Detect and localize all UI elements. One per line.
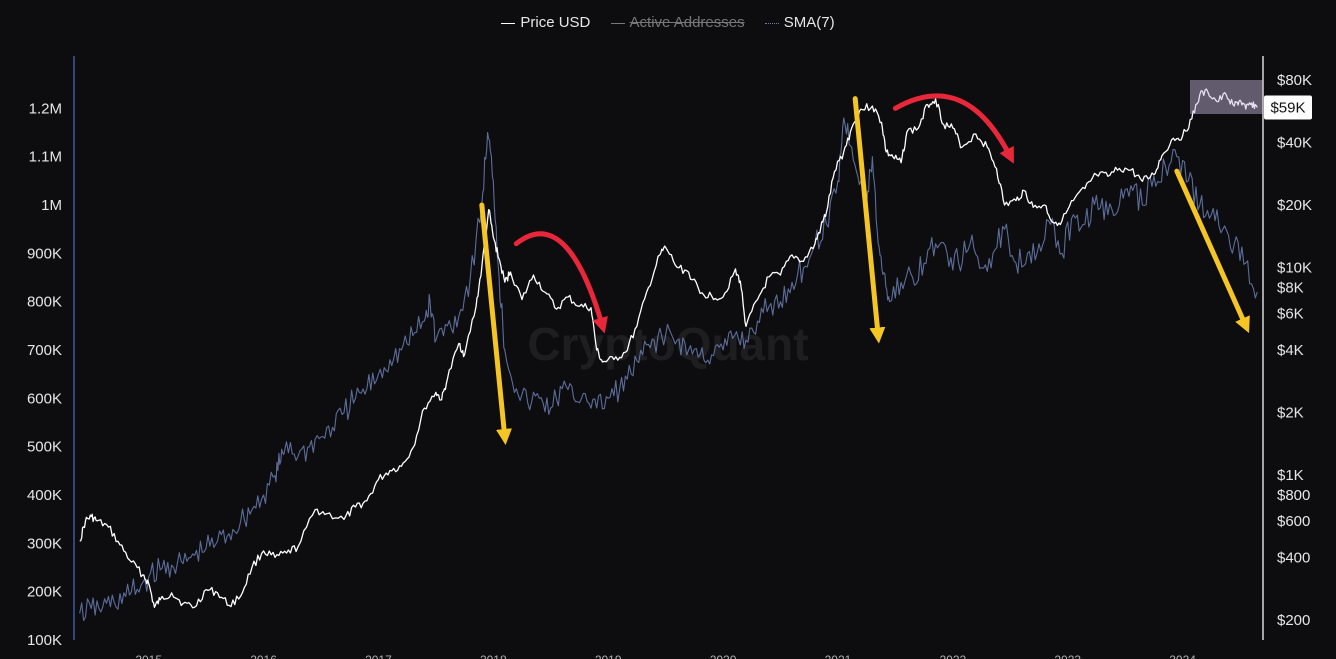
- x-tick-label: 2018: [480, 653, 507, 659]
- x-tick-label: 2021: [825, 653, 852, 659]
- red-curved-arrow-annotation: [892, 93, 1014, 164]
- left-tick-label: 400K: [27, 487, 62, 504]
- left-tick-label: 600K: [27, 390, 62, 407]
- left-tick-label: 300K: [27, 535, 62, 552]
- left-tick-label: 1.1M: [29, 149, 62, 166]
- legend-label-price: Price USD: [520, 14, 591, 31]
- right-tick-label: $200: [1277, 612, 1310, 629]
- x-tick-label: 2020: [710, 653, 737, 659]
- legend-label-sma: SMA(7): [783, 14, 835, 31]
- left-tick-label: 800K: [27, 294, 62, 311]
- right-tick-label: $6K: [1277, 305, 1304, 322]
- left-tick-label: 100K: [27, 632, 62, 649]
- right-tick-label: $1K: [1277, 467, 1304, 484]
- price-series-line: [79, 88, 1258, 609]
- yellow-arrow-annotation: [479, 202, 512, 445]
- x-tick-label: 2017: [365, 653, 392, 659]
- legend-swatch-sma: [764, 22, 779, 24]
- right-tick-label: $600: [1277, 513, 1310, 530]
- x-tick-label: 2015: [135, 653, 162, 659]
- right-tick-label: $800: [1277, 487, 1310, 504]
- legend-swatch-active-addresses: [610, 22, 625, 24]
- latest-price-highlight: [1190, 80, 1263, 114]
- left-tick-label: 700K: [27, 342, 62, 359]
- x-tick-label: 2016: [250, 653, 277, 659]
- x-tick-label: 2024: [1169, 653, 1196, 659]
- right-tick-label: $4K: [1277, 342, 1304, 359]
- left-tick-label: 1M: [41, 197, 62, 214]
- right-tick-label: $80K: [1277, 72, 1312, 89]
- x-tick-label: 2022: [939, 653, 966, 659]
- sma-series-line: [79, 117, 1258, 622]
- x-tick-label: 2023: [1054, 653, 1081, 659]
- x-tick-label: 2019: [595, 653, 622, 659]
- red-curved-arrow-annotation: [513, 231, 608, 334]
- legend-swatch-price: [501, 22, 516, 24]
- left-tick-label: 1.2M: [29, 100, 62, 117]
- legend-item-sma[interactable]: SMA(7): [764, 14, 835, 31]
- right-tick-label: $10K: [1277, 259, 1312, 276]
- price-badge: [1264, 95, 1312, 120]
- right-tick-label: $2K: [1277, 404, 1304, 421]
- right-tick-label: $20K: [1277, 197, 1312, 214]
- right-tick-label: $8K: [1277, 280, 1304, 297]
- right-tick-label: $40K: [1277, 135, 1312, 152]
- right-tick-label: $400: [1277, 549, 1310, 566]
- chart-legend: Price USD Active Addresses SMA(7): [0, 14, 1336, 31]
- legend-item-active-addresses[interactable]: Active Addresses: [610, 14, 745, 31]
- legend-label-active-addresses: Active Addresses: [629, 14, 745, 31]
- yellow-arrow-annotation: [1174, 168, 1250, 334]
- price-badge-label: $59K: [1270, 100, 1305, 117]
- left-tick-label: 200K: [27, 584, 62, 601]
- left-tick-label: 900K: [27, 245, 62, 262]
- yellow-arrow-annotation: [852, 96, 886, 344]
- legend-item-price[interactable]: Price USD: [501, 14, 590, 31]
- left-tick-label: 500K: [27, 439, 62, 456]
